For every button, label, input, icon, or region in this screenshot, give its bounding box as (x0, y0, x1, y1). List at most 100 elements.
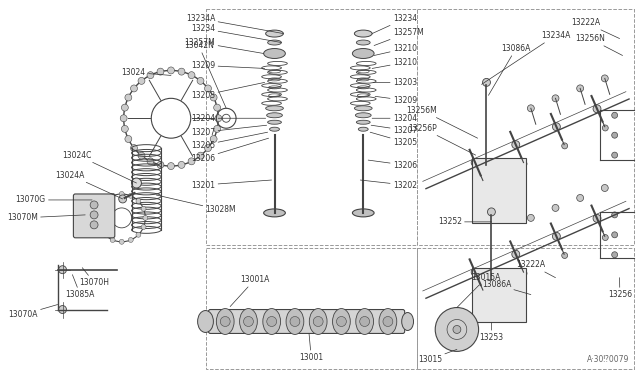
Circle shape (483, 78, 490, 86)
Text: 13234A: 13234A (186, 14, 284, 33)
FancyBboxPatch shape (209, 310, 404, 333)
Text: 13209: 13209 (191, 61, 265, 70)
Circle shape (128, 193, 133, 198)
Text: 13001: 13001 (299, 333, 323, 362)
Circle shape (119, 192, 124, 196)
Circle shape (593, 214, 601, 222)
Circle shape (141, 206, 146, 211)
Circle shape (90, 201, 98, 209)
Circle shape (197, 152, 204, 159)
Circle shape (188, 72, 195, 78)
Circle shape (205, 85, 211, 92)
Text: 13203: 13203 (191, 82, 265, 100)
Ellipse shape (269, 127, 280, 131)
Circle shape (102, 232, 108, 237)
Text: 13207: 13207 (371, 125, 417, 135)
Circle shape (119, 195, 127, 203)
Circle shape (122, 104, 128, 111)
Text: 13210: 13210 (374, 44, 417, 55)
Circle shape (360, 317, 369, 327)
Text: 13209: 13209 (375, 96, 417, 105)
Text: 13253: 13253 (479, 323, 504, 342)
Circle shape (214, 104, 221, 111)
Ellipse shape (268, 40, 282, 45)
Text: 13204: 13204 (372, 114, 417, 123)
Ellipse shape (379, 308, 397, 334)
Circle shape (188, 158, 195, 165)
Text: 13015A: 13015A (457, 273, 501, 308)
Circle shape (488, 208, 495, 216)
Circle shape (97, 225, 102, 230)
Circle shape (178, 68, 185, 75)
Circle shape (136, 232, 141, 237)
Circle shape (512, 250, 520, 258)
Ellipse shape (333, 308, 350, 334)
Circle shape (210, 135, 217, 142)
Circle shape (552, 123, 561, 131)
Circle shape (178, 161, 185, 169)
Circle shape (97, 206, 102, 211)
Ellipse shape (264, 209, 285, 217)
Text: 13210: 13210 (372, 58, 417, 68)
Circle shape (119, 239, 124, 244)
Circle shape (612, 212, 618, 218)
Text: 13201: 13201 (191, 180, 271, 189)
Circle shape (552, 232, 561, 240)
Text: 13234: 13234 (372, 14, 417, 33)
Text: 13024: 13024 (122, 68, 171, 77)
Circle shape (383, 317, 393, 327)
Text: 13024C: 13024C (63, 151, 136, 183)
Circle shape (562, 143, 568, 149)
Ellipse shape (353, 48, 374, 58)
Circle shape (110, 237, 115, 243)
Bar (205, 248, 417, 369)
Text: 13222A: 13222A (516, 260, 556, 278)
Text: 13024A: 13024A (56, 170, 123, 199)
Text: 13206: 13206 (191, 138, 269, 163)
Ellipse shape (216, 308, 234, 334)
Circle shape (205, 145, 211, 151)
Text: A·30⁉0079: A·30⁉0079 (587, 355, 630, 364)
Circle shape (138, 77, 145, 84)
Circle shape (120, 115, 127, 122)
Circle shape (141, 225, 146, 230)
Circle shape (577, 195, 584, 202)
Circle shape (562, 253, 568, 259)
Text: 13257M: 13257M (374, 28, 424, 45)
Ellipse shape (355, 106, 372, 111)
Circle shape (612, 232, 618, 238)
Circle shape (95, 215, 100, 220)
Circle shape (122, 125, 128, 132)
Text: 13234: 13234 (191, 24, 282, 42)
Circle shape (90, 211, 98, 219)
Circle shape (527, 105, 534, 112)
Ellipse shape (266, 106, 284, 111)
Circle shape (143, 215, 148, 220)
Circle shape (453, 326, 461, 333)
Text: 13256: 13256 (608, 278, 632, 299)
Circle shape (197, 77, 204, 84)
Circle shape (132, 178, 141, 188)
Circle shape (602, 185, 608, 192)
Circle shape (337, 317, 346, 327)
Text: 13070H: 13070H (79, 268, 109, 287)
Circle shape (110, 193, 115, 198)
Text: 13222A: 13222A (571, 18, 620, 39)
Circle shape (157, 161, 164, 169)
Circle shape (593, 105, 601, 113)
Circle shape (552, 95, 559, 102)
Circle shape (59, 305, 67, 314)
Text: 13252: 13252 (438, 217, 492, 227)
Bar (205, 9, 417, 245)
Ellipse shape (239, 308, 257, 334)
Ellipse shape (286, 308, 304, 334)
Text: 13015: 13015 (418, 349, 457, 364)
Bar (472, 268, 526, 323)
Circle shape (168, 163, 175, 170)
Circle shape (527, 214, 534, 221)
Circle shape (481, 288, 486, 294)
Text: 13257M: 13257M (184, 38, 264, 54)
Text: 13207: 13207 (191, 125, 267, 137)
Circle shape (521, 161, 527, 167)
Circle shape (147, 158, 154, 165)
